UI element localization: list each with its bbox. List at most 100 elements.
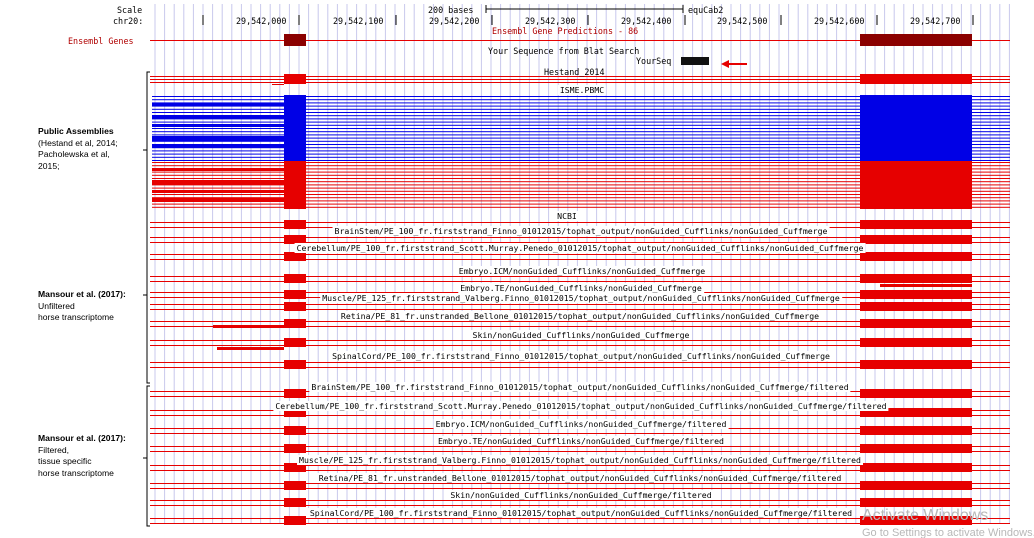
track-exon <box>880 284 972 287</box>
track-label-retina-filtered[interactable]: Retina/PE_81_fr.unstranded_Bellone_01012… <box>316 473 844 483</box>
isme-feature <box>152 96 1010 97</box>
track-feature-line <box>150 222 1010 223</box>
isme-feature <box>152 124 1010 126</box>
hestand-track-label: Hestand_2014 <box>544 67 605 77</box>
track-exon <box>284 302 306 311</box>
isme-feature <box>152 140 1010 142</box>
ensembl-exon <box>284 34 306 46</box>
track-feature-line <box>150 276 1010 277</box>
red-exon <box>860 161 972 209</box>
ruler-position: 29,542,500 <box>717 16 768 26</box>
hestand-feature <box>150 76 1010 77</box>
track-exon <box>860 252 972 261</box>
track-feature-line <box>150 505 1010 506</box>
public-assemblies-group-label: Public Assemblies (Hestand et al, 2014; … <box>38 126 118 171</box>
track-label-retina[interactable]: Retina/PE_81_fr.unstranded_Bellone_01012… <box>338 311 822 321</box>
hestand-feature <box>272 84 284 85</box>
isme-feature <box>152 118 1010 120</box>
track-exon <box>217 347 284 350</box>
isme-pbmc-track-label[interactable]: ISME.PBMC <box>557 85 607 95</box>
ensembl-genes-track-label[interactable]: Ensembl Genes <box>68 36 134 46</box>
track-feature-line <box>150 281 1010 282</box>
track-exon <box>860 290 972 299</box>
isme-feature <box>152 128 1010 129</box>
isme-feature <box>152 115 1010 117</box>
activate-windows-watermark: Activate Windows Go to Settings to activ… <box>862 507 1034 538</box>
track-label-embryo-icm[interactable]: Embryo.ICM/nonGuided_Cufflinks/nonGuided… <box>456 266 708 276</box>
track-label-skin-filtered[interactable]: Skin/nonGuided_Cufflinks/nonGuided_Cuffm… <box>448 490 714 500</box>
track-exon <box>284 252 306 261</box>
ruler-position: 29,542,600 <box>814 16 865 26</box>
track-exon <box>284 338 306 347</box>
track-exon <box>284 220 306 229</box>
ruler-position: 29,542,300 <box>525 16 576 26</box>
track-feature-line <box>150 446 1010 447</box>
isme-red-feature <box>152 181 1010 183</box>
red-exon <box>152 198 284 202</box>
isme-red-feature <box>152 187 1010 189</box>
track-label-spinalcord-filtered[interactable]: SpinalCord/PE_100_fr.firststrand_Finno_0… <box>307 508 855 518</box>
track-feature-line <box>150 321 1010 322</box>
hestand-feature <box>150 82 1010 83</box>
isme-feature <box>152 153 1010 155</box>
track-exon <box>860 319 972 328</box>
track-feature-line <box>150 415 1010 416</box>
track-label-skin[interactable]: Skin/nonGuided_Cufflinks/nonGuided_Cuffm… <box>470 330 692 340</box>
isme-feature <box>152 121 1010 123</box>
isme-exon <box>152 124 284 127</box>
ruler-position: 29,542,400 <box>621 16 672 26</box>
track-label-brainstem[interactable]: BrainStem/PE_100_fr.firststrand_Finno_01… <box>332 226 830 236</box>
red-exon <box>284 161 306 209</box>
isme-feature <box>152 144 1010 145</box>
isme-red-feature <box>152 206 1010 208</box>
track-feature-line <box>150 326 1010 327</box>
scale-label: Scale <box>117 5 143 15</box>
filtered-transcriptome-group-label: Mansour et al. (2017): Filtered, tissue … <box>38 433 126 478</box>
ncbi-track-label[interactable]: NCBI <box>555 211 579 221</box>
track-label-cerebellum[interactable]: Cerebellum/PE_100_fr.firststrand_Scott.M… <box>294 243 866 253</box>
isme-feature <box>152 160 1010 161</box>
isme-feature <box>152 112 1010 113</box>
track-label-embryo-te-filtered[interactable]: Embryo.TE/nonGuided_Cufflinks/nonGuided_… <box>436 436 726 446</box>
blat-search-title: Your Sequence from Blat Search <box>488 46 640 56</box>
ruler-position: 29,542,700 <box>910 16 961 26</box>
track-label-embryo-icm-filtered[interactable]: Embryo.ICM/nonGuided_Cufflinks/nonGuided… <box>433 419 729 429</box>
unfiltered-transcriptome-group-label: Mansour et al. (2017): Unfiltered horse … <box>38 289 126 322</box>
track-exon <box>860 389 972 398</box>
isme-feature <box>152 147 1010 149</box>
track-label-muscle[interactable]: Muscle/PE_125_fr.firststrand_Valberg.Fin… <box>320 293 842 303</box>
track-exon <box>860 463 972 472</box>
ensembl-exon <box>860 34 972 46</box>
track-feature-line <box>150 483 1010 484</box>
track-feature-line <box>150 367 1010 368</box>
track-label-muscle-filtered[interactable]: Muscle/PE_125_fr.firststrand_Valberg.Fin… <box>297 455 863 465</box>
track-label-embryo-te[interactable]: Embryo.TE/nonGuided_Cufflinks/nonGuided_… <box>458 283 704 293</box>
your-seq-feature[interactable] <box>681 57 709 65</box>
track-exon <box>860 302 972 311</box>
track-exon <box>860 220 972 229</box>
hestand-feature <box>150 79 1010 80</box>
track-feature-line <box>150 396 1010 397</box>
red-exon <box>152 190 284 193</box>
track-exon <box>284 516 306 525</box>
isme-red-feature <box>152 190 1010 192</box>
track-exon <box>860 444 972 453</box>
track-exon <box>860 498 972 507</box>
isme-feature <box>152 108 1010 110</box>
isme-red-feature <box>152 168 1010 170</box>
isme-red-feature <box>152 184 1010 186</box>
isme-feature <box>152 137 1010 139</box>
track-label-brainstem-filtered[interactable]: BrainStem/PE_100_fr.firststrand_Finno_01… <box>309 382 851 392</box>
red-exon <box>152 168 284 171</box>
track-exon <box>860 274 972 283</box>
track-label-cerebellum-filtered[interactable]: Cerebellum/PE_100_fr.firststrand_Scott.M… <box>273 401 889 411</box>
red-arrow-icon <box>721 60 749 68</box>
bracket-public-assemblies <box>146 71 150 384</box>
track-exon <box>860 481 972 490</box>
track-label-spinalcord[interactable]: SpinalCord/PE_100_fr.firststrand_Finno_0… <box>330 351 832 361</box>
track-feature-line <box>150 340 1010 341</box>
track-exon <box>860 426 972 435</box>
isme-feature <box>152 131 1010 133</box>
track-feature-line <box>150 237 1010 238</box>
